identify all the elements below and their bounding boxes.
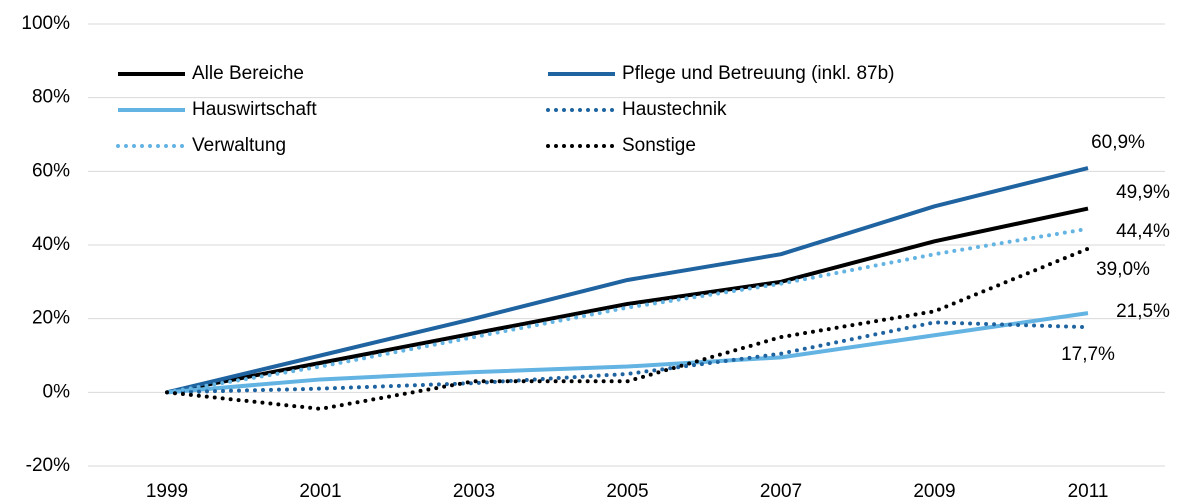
series-line — [165, 320, 1090, 395]
x-tick-label: 2005 — [606, 481, 648, 502]
x-tick-label: 1999 — [146, 481, 188, 502]
data-label: 49,9% — [1116, 182, 1170, 203]
y-tick-label: -20% — [26, 455, 70, 476]
series-line — [166, 311, 1089, 395]
data-label: 60,9% — [1091, 132, 1145, 153]
y-tick-label: 100% — [21, 13, 70, 34]
y-tick-label: 40% — [32, 234, 70, 255]
legend-label: Hauswirtschaft — [192, 99, 317, 120]
x-tick-label: 2011 — [1068, 481, 1109, 502]
legend-label: Pflege und Betreuung (inkl. 87b) — [622, 63, 895, 84]
data-label: 21,5% — [1116, 301, 1170, 322]
y-tick-label: 20% — [32, 308, 70, 329]
x-tick-label: 2007 — [760, 481, 802, 502]
x-tick-label: 2003 — [453, 481, 495, 502]
series-line — [165, 246, 1090, 411]
x-tick-label: 2009 — [913, 481, 955, 502]
y-tick-label: 0% — [43, 381, 71, 402]
data-label: 44,4% — [1116, 221, 1170, 242]
y-tick-label: 80% — [32, 87, 70, 108]
series-line — [166, 166, 1089, 395]
legend-label: Verwaltung — [192, 135, 286, 156]
data-label: 39,0% — [1096, 259, 1150, 280]
legend-label: Alle Bereiche — [192, 63, 304, 84]
series-line — [166, 206, 1089, 395]
data-label: 17,7% — [1061, 344, 1115, 365]
legend-label: Sonstige — [622, 135, 696, 156]
legend-label: Haustechnik — [622, 99, 727, 120]
x-tick-label: 2001 — [299, 481, 341, 502]
y-tick-label: 60% — [32, 160, 70, 181]
